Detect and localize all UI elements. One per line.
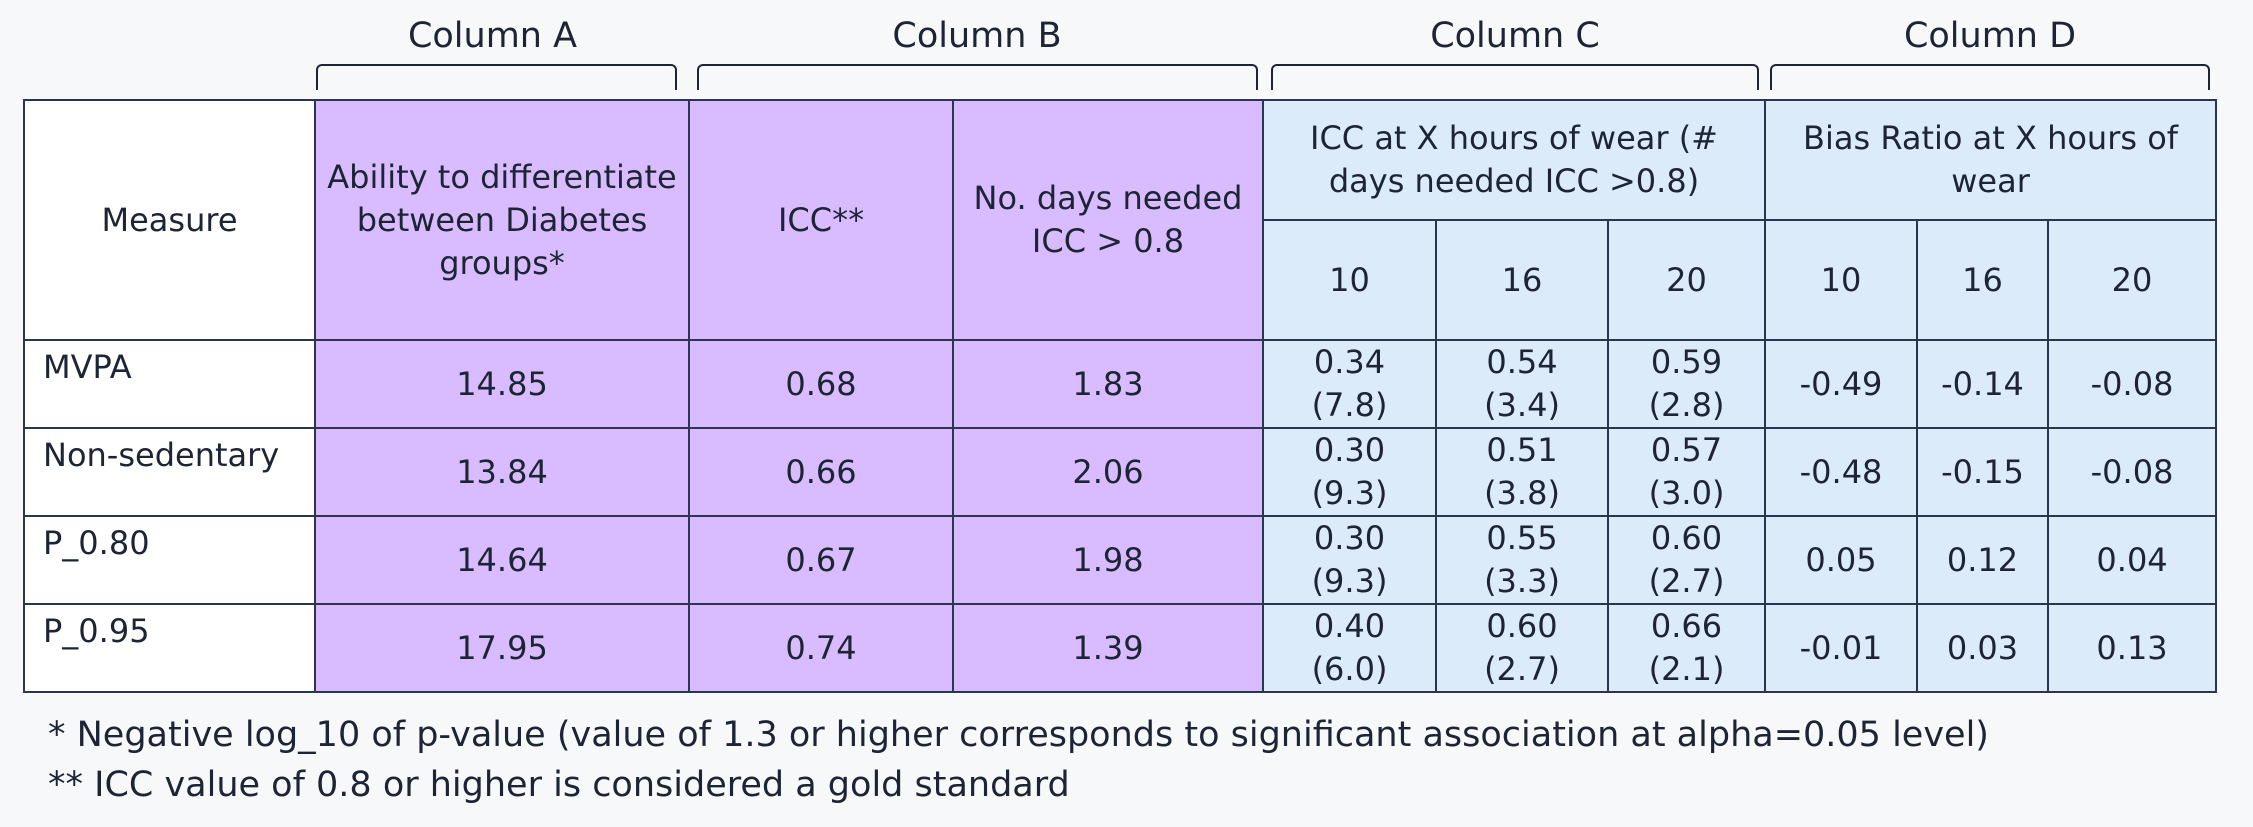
row-icc-20: 0.60 (2.7) <box>1606 515 1767 605</box>
row-bias-20: -0.08 <box>2047 427 2218 517</box>
icc-days: (3.8) <box>1484 474 1560 512</box>
bias-hours-20: 20 <box>2047 219 2218 341</box>
bias-ratio-header: Bias Ratio at X hours of wear <box>1764 99 2218 221</box>
row-icc-16: 0.54 (3.4) <box>1435 339 1609 429</box>
icc-value: 0.59 <box>1650 343 1723 381</box>
icc-value: 0.66 <box>1650 607 1723 645</box>
icc-days: (7.8) <box>1311 386 1388 424</box>
header-row-1: Measure Ability to differentiate between… <box>23 99 2218 341</box>
icc-hours-16: 16 <box>1435 219 1609 341</box>
ability-header: Ability to differentiate between Diabete… <box>314 99 690 341</box>
row-icc-16: 0.51 (3.8) <box>1435 427 1609 517</box>
row-measure: P_0.95 <box>23 603 316 693</box>
icc-days: (2.7) <box>1484 650 1560 688</box>
row-measure: MVPA <box>23 339 316 429</box>
row-bias-10: -0.48 <box>1764 427 1919 517</box>
row-bias-16: 0.03 <box>1916 603 2050 693</box>
row-icc-10: 0.34 (7.8) <box>1262 339 1437 429</box>
icc-days: (3.4) <box>1484 386 1560 424</box>
icc-value: 0.51 <box>1486 431 1558 469</box>
icc-value: 0.40 <box>1313 607 1386 645</box>
row-icc: 0.67 <box>688 515 954 605</box>
footnote-icc: ** ICC value of 0.8 or higher is conside… <box>48 765 1070 805</box>
icc-value: 0.34 <box>1313 343 1386 381</box>
column-d-heading: Column D <box>1903 16 2077 56</box>
row-icc: 0.68 <box>688 339 954 429</box>
row-days: 1.83 <box>952 339 1264 429</box>
row-icc-10: 0.30 (9.3) <box>1262 427 1437 517</box>
row-bias-16: 0.12 <box>1916 515 2050 605</box>
icc-value: 0.57 <box>1650 431 1723 469</box>
row-bias-10: -0.49 <box>1764 339 1919 429</box>
table-row: P_0.95 17.95 0.74 1.39 0.40 (6.0) 0.60 (2.… <box>23 603 2218 693</box>
column-c-heading: Column C <box>1430 16 1600 56</box>
icc-value: 0.55 <box>1486 519 1558 557</box>
results-table: Measure Ability to differentiate between… <box>23 99 2218 693</box>
column-d-bracket <box>1770 64 2210 90</box>
row-icc: 0.74 <box>688 603 954 693</box>
row-days: 1.98 <box>952 515 1264 605</box>
row-bias-16: -0.15 <box>1916 427 2050 517</box>
footnote-ability: * Negative log_10 of p-value (value of 1… <box>48 715 1989 755</box>
row-ability: 13.84 <box>314 427 690 517</box>
row-icc-10: 0.40 (6.0) <box>1262 603 1437 693</box>
row-icc-10: 0.30 (9.3) <box>1262 515 1437 605</box>
icc-days: (6.0) <box>1311 650 1388 688</box>
icc-days: (2.7) <box>1648 562 1725 600</box>
icc-hours-20: 20 <box>1606 219 1767 341</box>
row-ability: 14.85 <box>314 339 690 429</box>
column-c-bracket <box>1271 64 1759 90</box>
icc-value: 0.60 <box>1650 519 1723 557</box>
row-days: 2.06 <box>952 427 1264 517</box>
column-b-heading: Column B <box>892 16 1062 56</box>
row-icc-20: 0.59 (2.8) <box>1606 339 1767 429</box>
row-icc: 0.66 <box>688 427 954 517</box>
icc-days: (9.3) <box>1311 562 1388 600</box>
icc-days: (2.1) <box>1648 650 1725 688</box>
row-bias-10: 0.05 <box>1764 515 1919 605</box>
row-bias-20: 0.13 <box>2047 603 2218 693</box>
row-bias-16: -0.14 <box>1916 339 2050 429</box>
row-icc-20: 0.66 (2.1) <box>1606 603 1767 693</box>
row-measure: Non-sedentary <box>23 427 316 517</box>
column-a-bracket <box>316 64 677 90</box>
icc-value: 0.54 <box>1486 343 1558 381</box>
icc-days: (9.3) <box>1311 474 1388 512</box>
days-needed-header: No. days needed ICC > 0.8 <box>952 99 1264 341</box>
row-ability: 17.95 <box>314 603 690 693</box>
icc-value: 0.30 <box>1313 519 1386 557</box>
icc-header: ICC** <box>688 99 954 341</box>
row-icc-20: 0.57 (3.0) <box>1606 427 1767 517</box>
icc-hours-header: ICC at X hours of wear (# days needed IC… <box>1261 99 1767 221</box>
row-bias-20: -0.08 <box>2047 339 2218 429</box>
icc-days: (3.0) <box>1648 474 1725 512</box>
row-bias-20: 0.04 <box>2047 515 2218 605</box>
row-bias-10: -0.01 <box>1764 603 1919 693</box>
icc-value: 0.30 <box>1313 431 1386 469</box>
row-measure: P_0.80 <box>23 515 316 605</box>
table-row: Non-sedentary 13.84 0.66 2.06 0.30 (9.3) … <box>23 427 2218 517</box>
row-icc-16: 0.60 (2.7) <box>1435 603 1609 693</box>
icc-days: (2.8) <box>1648 386 1725 424</box>
row-days: 1.39 <box>952 603 1264 693</box>
column-a-heading: Column A <box>407 16 578 56</box>
icc-days: (3.3) <box>1484 562 1560 600</box>
table-row: MVPA 14.85 0.68 1.83 0.34 (7.8) 0.54 (3.4)… <box>23 339 2218 429</box>
bias-hours-16: 16 <box>1916 219 2050 341</box>
row-icc-16: 0.55 (3.3) <box>1435 515 1609 605</box>
measure-header: Measure <box>23 99 316 341</box>
table-row: P_0.80 14.64 0.67 1.98 0.30 (9.3) 0.55 (3.… <box>23 515 2218 605</box>
header-row-2: 10 16 20 10 16 20 <box>24 219 2218 341</box>
icc-hours-10: 10 <box>1262 219 1437 341</box>
icc-value: 0.60 <box>1486 607 1558 645</box>
row-ability: 14.64 <box>314 515 690 605</box>
bias-hours-10: 10 <box>1764 219 1919 341</box>
column-b-bracket <box>697 64 1258 90</box>
